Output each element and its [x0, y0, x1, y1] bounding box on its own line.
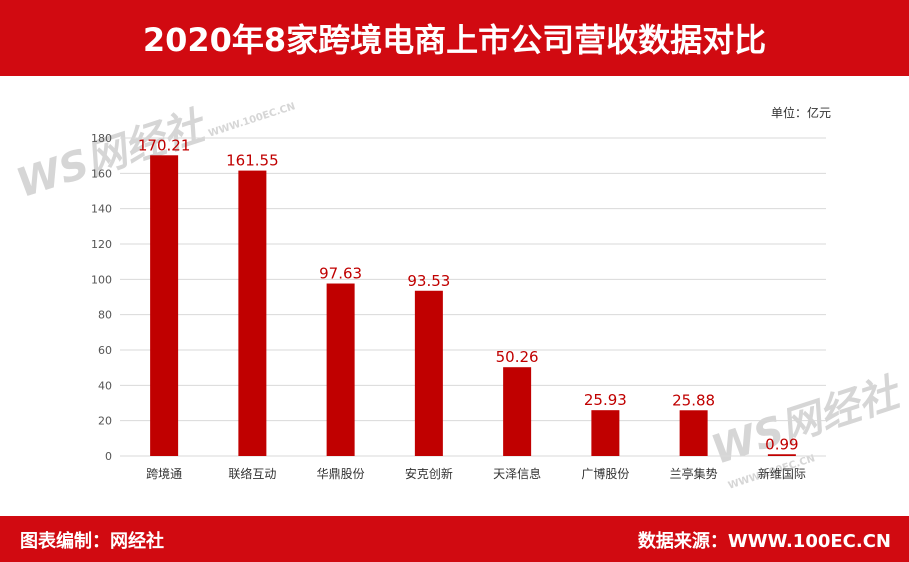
- data-label: 93.53: [407, 272, 450, 290]
- bar: [591, 410, 620, 456]
- bar: [679, 410, 708, 456]
- x-tick-label: 新维国际: [758, 466, 806, 481]
- y-tick-label: 40: [98, 379, 112, 392]
- x-tick-label: 广博股份: [581, 466, 629, 481]
- bar-chart: 0 20 40 60 80 100 120 140 160 180 170.21 跨境通 161.55 联…: [91, 132, 826, 481]
- y-tick-label: 20: [98, 415, 112, 428]
- x-tick-label: 华鼎股份: [317, 467, 365, 481]
- data-label: 25.93: [584, 391, 627, 409]
- footer-source: 数据来源：WWW.100EC.CN: [637, 531, 891, 552]
- bar: [503, 367, 532, 456]
- data-label: 25.88: [672, 391, 715, 409]
- y-tick-label: 180: [91, 132, 112, 145]
- x-tick-label: 联络互动: [228, 466, 276, 481]
- y-tick-label: 60: [98, 344, 112, 357]
- bar: [326, 283, 355, 456]
- data-label: 161.55: [226, 152, 279, 170]
- y-tick-label: 100: [91, 273, 112, 286]
- y-tick-label: 80: [98, 309, 112, 322]
- footer-credit: 图表编制：网经社: [20, 531, 164, 552]
- x-tick-label: 跨境通: [146, 466, 182, 481]
- unit-label: 单位：亿元: [770, 106, 831, 120]
- x-tick-label: 兰亭集势: [670, 466, 718, 481]
- title-bar: 2020年8家跨境电商上市公司营收数据对比: [0, 0, 909, 76]
- bar: [767, 454, 796, 456]
- data-label: 170.21: [138, 136, 191, 154]
- bar: [238, 170, 267, 456]
- data-label: 97.63: [319, 265, 362, 283]
- x-tick-label: 安克创新: [405, 466, 453, 481]
- chart-title: 2020年8家跨境电商上市公司营收数据对比: [142, 21, 767, 59]
- y-tick-label: 120: [91, 238, 112, 251]
- bar: [150, 155, 179, 457]
- data-label: 0.99: [765, 435, 798, 453]
- x-tick-label: 天泽信息: [493, 466, 541, 481]
- footer-bar: 图表编制：网经社 数据来源：WWW.100EC.CN: [0, 516, 909, 562]
- y-tick-label: 0: [105, 450, 112, 463]
- y-tick-label: 140: [91, 203, 112, 216]
- bar: [414, 290, 443, 456]
- y-tick-label: 160: [91, 167, 112, 180]
- data-label: 50.26: [496, 348, 539, 366]
